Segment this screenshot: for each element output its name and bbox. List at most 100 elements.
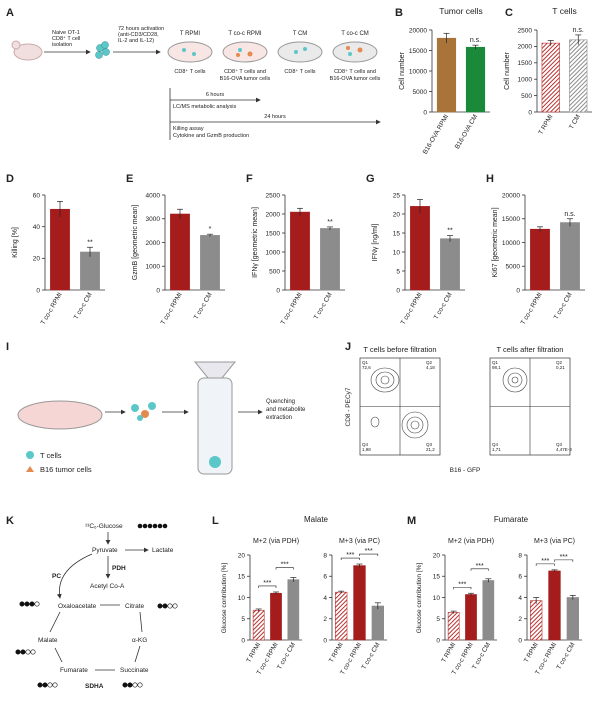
error-bar — [57, 200, 63, 218]
error-bar — [485, 578, 492, 583]
y-tick-label: 0 — [323, 637, 327, 644]
y-tick-label: 1000 — [518, 77, 533, 84]
plot-title: T cells before filtration — [363, 345, 436, 354]
error-bar — [569, 595, 576, 600]
significance-label: *** — [476, 563, 484, 570]
error-bar — [547, 40, 554, 46]
x-tick-label: T co-c CM — [193, 292, 214, 321]
step-text: Naive OT-1 — [52, 30, 80, 36]
x-tick-label: T co-c RPMI — [160, 291, 184, 326]
error-bar — [417, 199, 423, 214]
error-bar — [255, 608, 262, 612]
panel-letter: H — [486, 173, 494, 185]
dish-icon — [17, 400, 103, 430]
panel-m: M Fumarate Glucose contribution [%] — [407, 515, 529, 633]
panel-a: A Naive OT-1 CD8⁺ T cell isolation 72 ho… — [6, 7, 381, 140]
panel-j: J CD8 - PECy7 B16 - GFP T cells before f… — [345, 341, 572, 474]
error-bar — [338, 590, 345, 594]
axis-label: Cell number — [504, 51, 511, 89]
x-tick-label: T co-c CM — [433, 292, 454, 321]
y-tick-label: 2000 — [266, 211, 281, 218]
panel-letter: M — [407, 515, 416, 527]
quadrant-value: 4,47E-3 — [556, 447, 572, 452]
y-tick-label: 0 — [516, 287, 520, 294]
axis-label: B16 - GFP — [450, 467, 481, 474]
quadrant-name: Q1 — [492, 360, 499, 365]
x-tick-label: T RPMI — [328, 641, 345, 664]
y-tick-label: 0 — [156, 287, 160, 294]
quadrant-name: Q4 — [362, 442, 369, 447]
error-bar — [447, 235, 453, 242]
bar — [548, 570, 561, 641]
y-tick-label: 1000 — [266, 249, 281, 256]
condition-desc: B16-OVA tumor cells — [330, 76, 381, 82]
condition-desc: CD8⁺ T cells — [284, 68, 315, 75]
axis-label: Killing [%] — [12, 227, 19, 258]
carbon-circles — [15, 601, 178, 688]
bar — [290, 211, 310, 291]
enzyme: PDH — [112, 565, 126, 572]
condition-desc: CD8⁺ T cells — [174, 68, 205, 75]
axis-label: CD8 - PECy7 — [345, 387, 352, 426]
quadrant-name: Q2 — [556, 360, 563, 365]
significance-bracket — [258, 585, 277, 588]
significance-bracket — [359, 553, 379, 557]
assay: Cytokine and GzmB production — [173, 133, 249, 139]
y-tick-label: 0 — [528, 109, 532, 116]
panel-l: L Malate Glucose contribution [%] — [212, 515, 329, 633]
step-text: Quenching — [266, 399, 295, 405]
x-tick-label: T co-c RPMI — [400, 291, 424, 326]
step-text: IL-2 and IL-12) — [118, 38, 154, 44]
bar — [50, 208, 70, 291]
y-tick-label: 5 — [396, 268, 400, 275]
quadrant-value: 0,21 — [556, 365, 565, 370]
axis-label: IFNγ [geometric mean] — [252, 207, 259, 278]
x-tick-label: T co-c CM — [471, 642, 492, 671]
step-text: isolation — [52, 42, 72, 48]
panel-letter: G — [366, 173, 375, 185]
significance-label: ** — [87, 239, 93, 246]
y-tick-label: 0 — [436, 637, 440, 644]
y-tick-label: 6 — [323, 574, 327, 581]
quadrant-value: 4,18 — [426, 365, 435, 370]
significance-bracket — [470, 568, 489, 571]
significance-label: *** — [281, 562, 289, 569]
axis-label: Cell number — [399, 51, 406, 89]
legend-marker — [26, 466, 34, 472]
chart-title: M+3 (via PC) — [339, 538, 380, 545]
error-bar — [468, 592, 474, 596]
pellet — [209, 456, 221, 468]
error-bar — [450, 610, 457, 614]
x-tick-label: T co-c CM — [73, 292, 94, 321]
axis-label: Ki67 [geometric mean] — [492, 207, 499, 277]
y-tick-label: 2 — [518, 616, 522, 623]
y-tick-label: 5000 — [413, 89, 428, 96]
error-bar — [567, 218, 573, 227]
y-tick-label: 10 — [433, 595, 441, 602]
step-text: (anti-CD3/CD28, — [118, 32, 159, 38]
significance-bracket — [535, 563, 555, 566]
y-tick-label: 8 — [518, 552, 522, 559]
y-tick-label: 10000 — [502, 240, 520, 247]
group-title: Malate — [304, 515, 329, 524]
y-tick-label: 0 — [241, 637, 245, 644]
significance-bracket — [340, 557, 360, 561]
error-bar — [472, 44, 479, 50]
x-tick-label: T CM — [568, 114, 582, 131]
error-bar — [273, 591, 279, 595]
significance-bracket — [275, 567, 294, 570]
condition-desc: CD8⁺ T cells and — [334, 68, 376, 75]
error-bar — [374, 602, 381, 610]
y-tick-label: 20 — [433, 552, 441, 559]
y-tick-label: 8 — [323, 552, 327, 559]
node: Acetyl Co-A — [90, 583, 125, 590]
group-title: Fumarate — [494, 515, 529, 524]
bar — [410, 206, 430, 291]
y-tick-label: 2000 — [518, 44, 533, 51]
bar — [465, 46, 486, 113]
node: Oxaloacetate — [58, 603, 97, 610]
y-tick-label: 0 — [423, 109, 427, 116]
x-tick-label: T co-c CM — [556, 642, 577, 671]
error-bar — [533, 597, 540, 604]
y-tick-label: 500 — [521, 93, 532, 100]
